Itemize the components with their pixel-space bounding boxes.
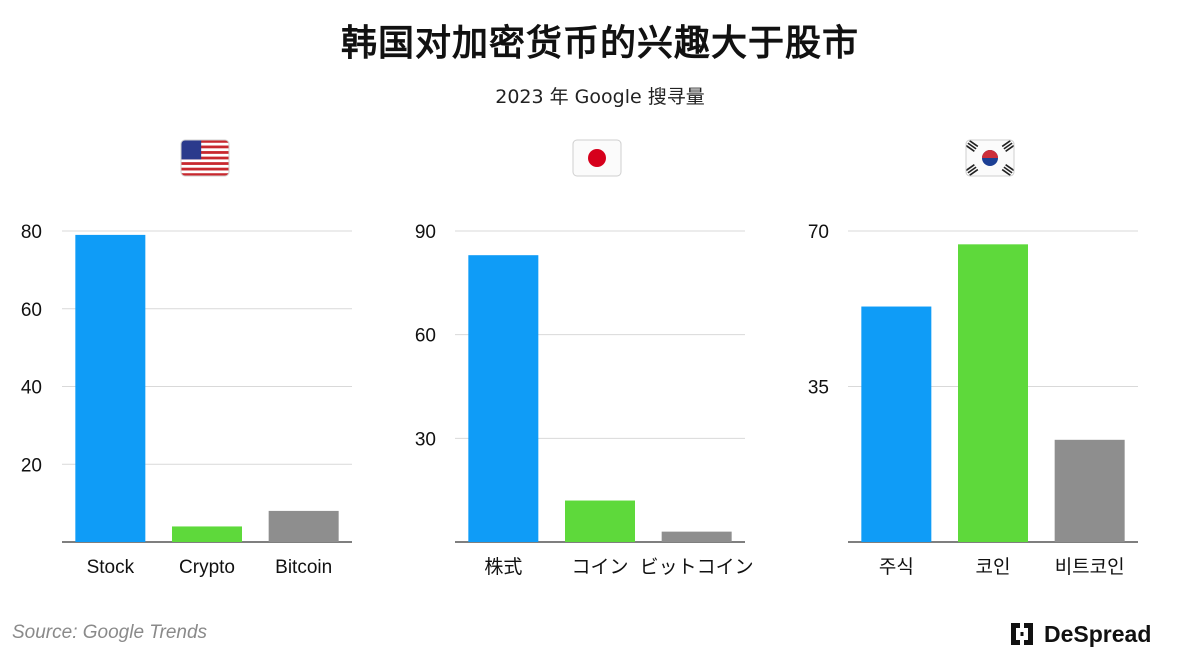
x-tick-label: ビットコイン [640, 556, 754, 578]
bar-Crypto [172, 526, 242, 542]
despread-logo-icon [1011, 623, 1033, 645]
chart-panel: 35 70 주식 코인 비트코인 [808, 222, 1138, 578]
bar-주식 [861, 306, 932, 542]
chart-panel: 20 40 60 80 Stock Crypto Bitcoin [21, 222, 352, 578]
y-tick-label: 30 [415, 429, 436, 450]
y-tick-label: 35 [808, 378, 829, 399]
korea-flag-icon [965, 139, 1015, 177]
chart-subtitle: 2023 年 Google 搜寻量 [495, 86, 705, 108]
brand-name: DeSpread [1044, 620, 1152, 647]
bar-Stock [75, 234, 146, 542]
y-tick-label: 90 [415, 222, 436, 243]
x-tick-label: Stock [87, 557, 135, 578]
y-tick-label: 20 [21, 455, 42, 476]
y-tick-label: 40 [21, 378, 42, 399]
x-tick-label: Crypto [179, 557, 235, 578]
y-tick-label: 60 [21, 300, 42, 321]
y-tick-label: 70 [808, 222, 829, 243]
source-note: Source: Google Trends [12, 622, 208, 643]
y-tick-label: 80 [21, 222, 42, 243]
japan-flag-icon [572, 139, 622, 177]
bar-コイン [565, 500, 635, 542]
bar-Bitcoin [268, 510, 339, 542]
chart-title: 韩国对加密货币的兴趣大于股市 [340, 23, 859, 64]
bar-ビットコイン [661, 531, 732, 542]
chart-panel: 30 60 90 株式 コイン ビットコイン [415, 222, 754, 578]
x-tick-label: 코인 [976, 556, 1011, 578]
x-tick-label: 비트코인 [1055, 556, 1125, 578]
brand-block: DeSpread [1008, 618, 1151, 650]
us-flag-icon [180, 139, 230, 177]
bar-株式 [468, 255, 539, 542]
x-tick-label: コイン [571, 557, 628, 578]
bar-비트코인 [1054, 439, 1125, 542]
x-tick-label: Bitcoin [275, 557, 332, 578]
x-tick-label: 주식 [879, 556, 914, 578]
x-tick-label: 株式 [484, 556, 522, 578]
bar-코인 [958, 244, 1028, 543]
y-tick-label: 60 [415, 326, 436, 347]
